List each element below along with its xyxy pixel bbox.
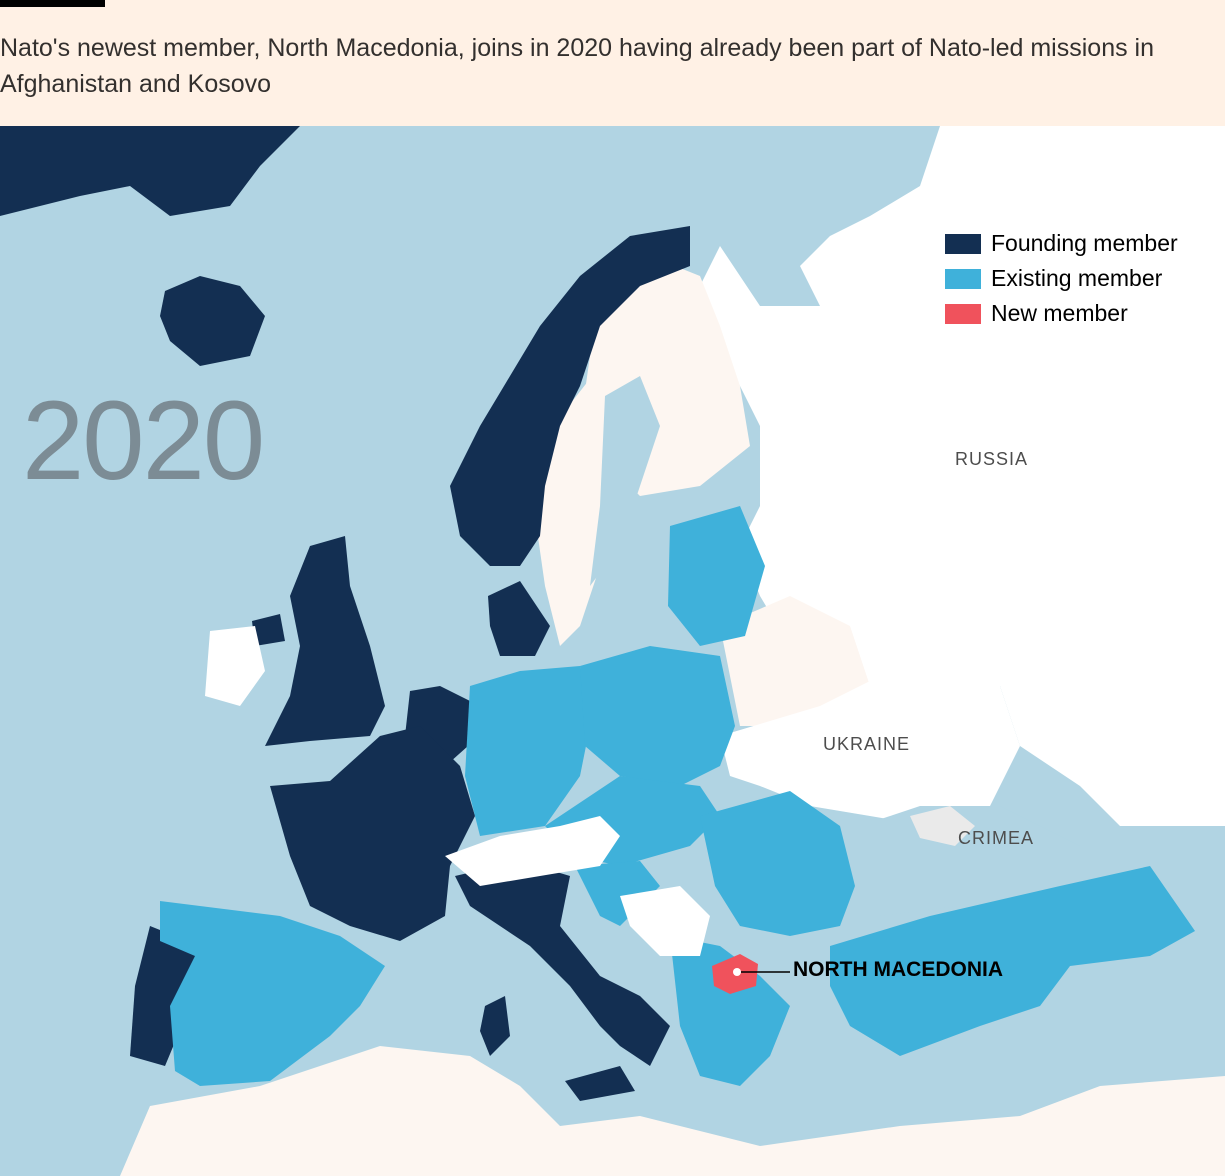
- germany: [465, 666, 590, 836]
- year-label: 2020: [22, 378, 265, 503]
- portugal: [130, 926, 200, 1066]
- legend-item-existing: Existing member: [945, 261, 1178, 296]
- legend-label-founding: Founding member: [991, 230, 1178, 256]
- sicily: [565, 1066, 635, 1101]
- ukraine-land: [720, 666, 1020, 826]
- legend-item-new: New member: [945, 296, 1178, 331]
- legend-swatch-new: [945, 303, 981, 324]
- crimea-area: [910, 806, 975, 846]
- africa-land: [120, 1046, 1225, 1176]
- baltic-sea: [590, 376, 660, 586]
- label-ukraine: UKRAINE: [823, 734, 911, 754]
- top-accent-bar: [0, 0, 105, 7]
- legend-label-new: New member: [991, 300, 1128, 326]
- legend-swatch-existing: [945, 268, 981, 289]
- belarus-land: [720, 596, 870, 726]
- western-balkans: [620, 886, 710, 956]
- label-north-macedonia: NORTH MACEDONIA: [793, 958, 1003, 981]
- legend-label-existing: Existing member: [991, 265, 1163, 291]
- norway: [450, 226, 690, 566]
- iceland: [160, 276, 265, 366]
- greenland: [0, 126, 300, 216]
- legend-item-founding: Founding member: [945, 226, 1178, 261]
- label-crimea: CRIMEA: [958, 828, 1035, 848]
- turkey: [830, 866, 1195, 1056]
- baltics: [668, 506, 765, 646]
- sardinia: [480, 996, 510, 1056]
- nato-map: [0, 126, 1225, 1176]
- switzerland-austria: [445, 816, 620, 886]
- uk: [265, 536, 385, 746]
- spain: [160, 901, 385, 1086]
- romania-bulgaria: [700, 791, 855, 936]
- poland: [580, 646, 735, 786]
- albania-greece: [670, 936, 790, 1086]
- denmark: [488, 581, 550, 656]
- croatia-slovenia: [575, 861, 660, 926]
- ireland: [205, 626, 265, 706]
- legend: Founding member Existing member New memb…: [945, 226, 1178, 331]
- northern-ireland: [252, 614, 285, 646]
- label-russia: RUSSIA: [955, 449, 1029, 469]
- france: [270, 726, 475, 941]
- caption: Nato's newest member, North Macedonia, j…: [0, 34, 1155, 98]
- italy: [455, 861, 670, 1066]
- north-macedonia-marker: [733, 968, 741, 976]
- legend-swatch-founding: [945, 233, 981, 254]
